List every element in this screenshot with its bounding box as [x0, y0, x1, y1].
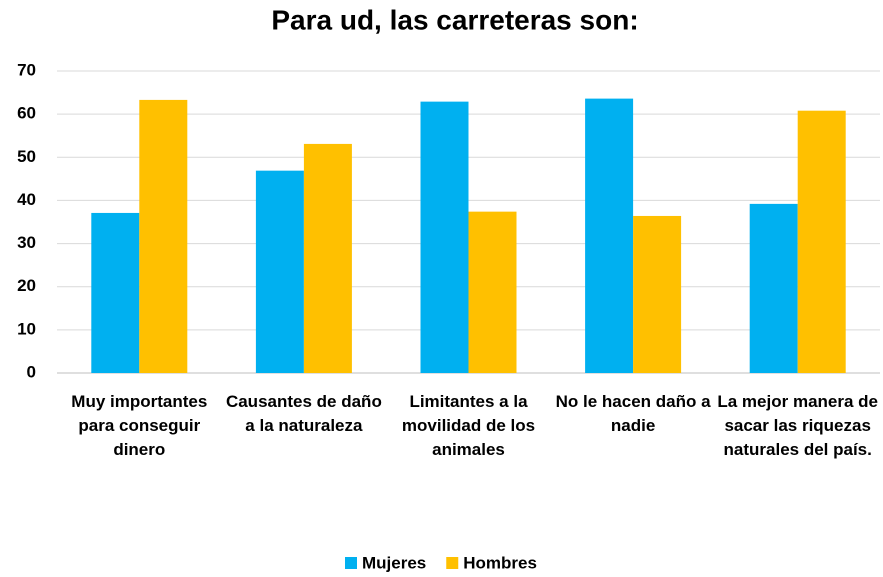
legend-label: Hombres: [463, 553, 537, 572]
y-tick-label: 50: [17, 147, 36, 166]
bar: [420, 101, 469, 373]
bar: [633, 215, 682, 373]
bar: [468, 211, 517, 373]
bar: [303, 143, 352, 373]
bar: [255, 170, 304, 373]
bar: [749, 203, 798, 373]
x-tick-label: Limitantes a la movilidad de los animale…: [401, 392, 536, 459]
y-tick-label: 30: [17, 233, 36, 252]
y-tick-label: 70: [17, 60, 36, 79]
legend-label: Mujeres: [362, 553, 426, 572]
y-tick-label: 10: [17, 319, 36, 338]
legend-swatch: [345, 557, 357, 569]
bar: [797, 110, 846, 373]
x-tick-label: Muy importantes para conseguir dinero: [71, 392, 208, 459]
y-tick-label: 20: [17, 276, 36, 295]
x-tick-label: No le hacen daño a nadie: [555, 392, 711, 435]
y-tick-label: 0: [27, 362, 36, 381]
bar: [139, 99, 188, 374]
bar: [91, 212, 140, 373]
bar: [585, 98, 634, 374]
x-tick-label: La mejor manera de sacar las riquezas na…: [717, 392, 878, 459]
y-tick-label: 40: [17, 190, 36, 209]
y-tick-label: 60: [17, 104, 36, 123]
legend-swatch: [446, 557, 459, 569]
chart-title: Para ud, las carreteras son:: [271, 4, 638, 35]
x-tick-label: Causantes de daño a la naturaleza: [225, 392, 382, 435]
